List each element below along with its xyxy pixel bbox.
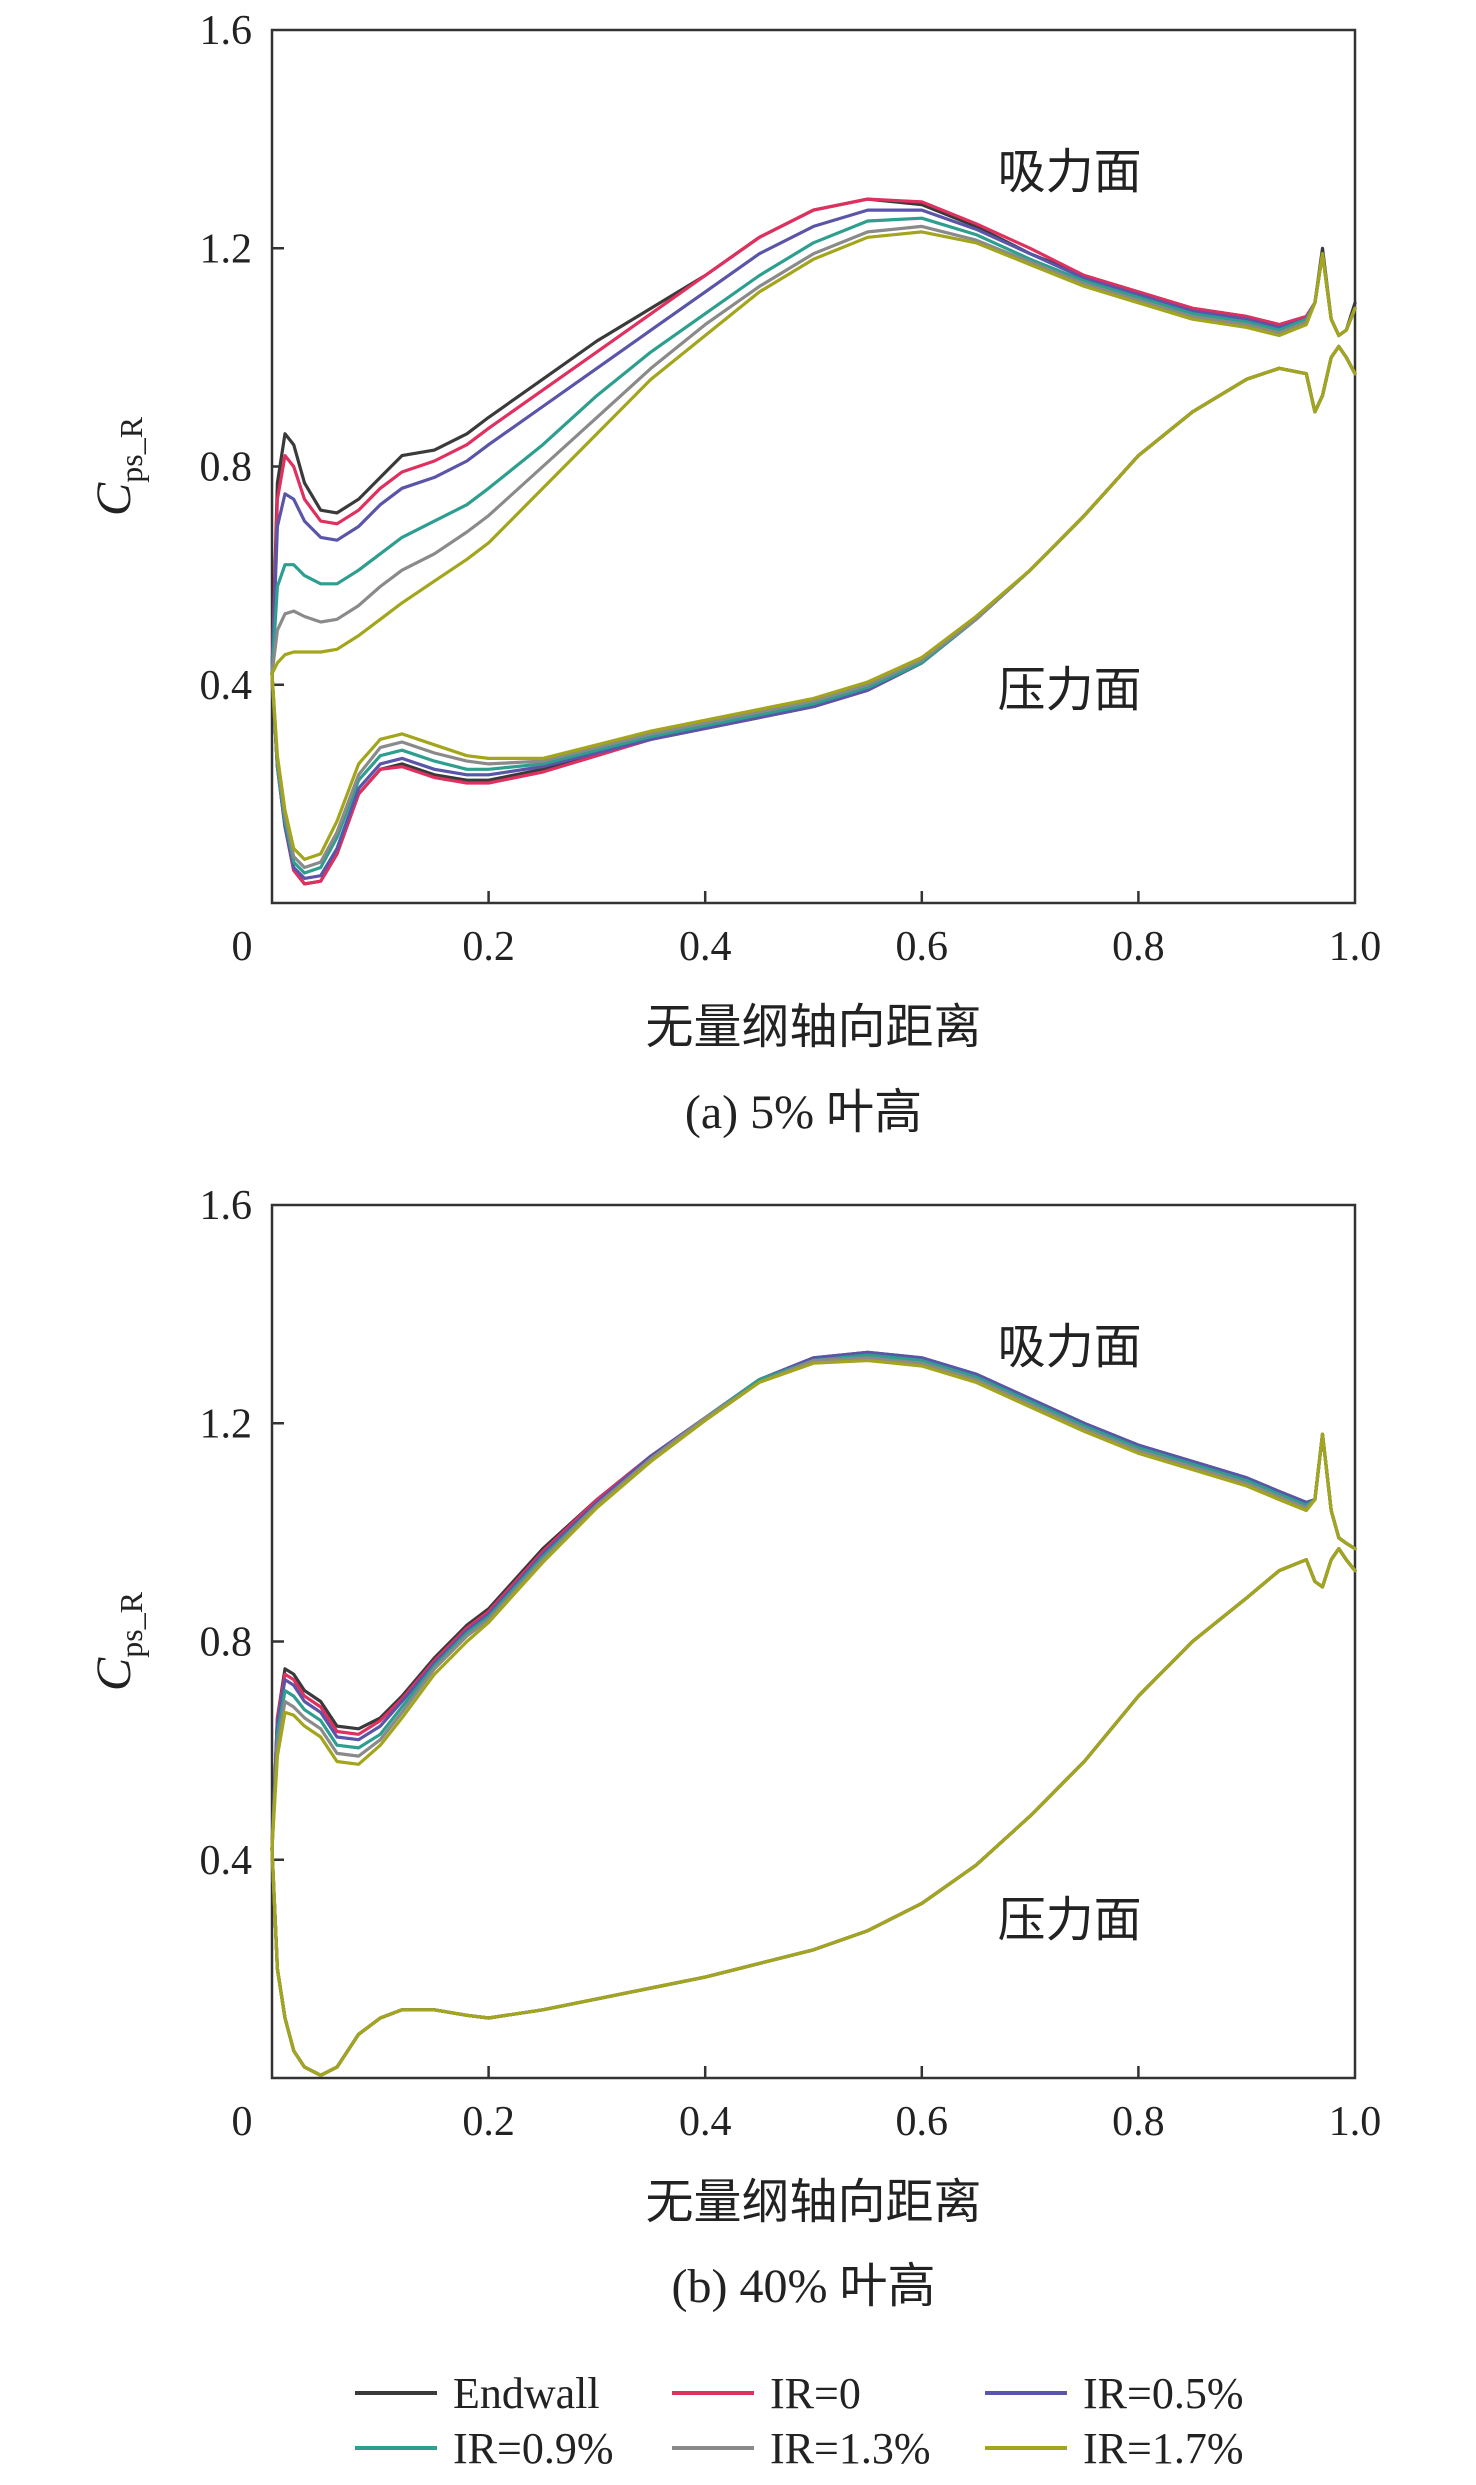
series-line-pressure-ir-0: [270, 1547, 1357, 2077]
series-line-suction-ir-0-5-: [270, 1350, 1357, 1851]
legend-item: IR=0.5%: [985, 2369, 1243, 2418]
annotation-label: 吸力面: [998, 1319, 1142, 1375]
series-line-suction-ir-1-7-: [270, 1358, 1357, 1851]
x-tick-label: 0.6: [896, 2099, 949, 2145]
series-line-suction-ir-1-3-: [270, 1356, 1357, 1851]
y-tick-label: 0.8: [200, 1620, 253, 1666]
y-tick-label: 0.4: [200, 663, 253, 709]
legend-item: IR=0.9%: [355, 2424, 613, 2473]
x-axis-label: 无量纲轴向距离: [645, 999, 981, 1055]
x-tick-label: 0.6: [896, 924, 949, 970]
x-axis-label: 无量纲轴向距离: [645, 2174, 981, 2230]
series-line-pressure-ir-0: [270, 344, 1357, 886]
series-line-pressure-ir-1-3-: [270, 1547, 1357, 2077]
y-tick-label: 1.2: [200, 226, 253, 272]
chart-panel-a: 0 0.2 0.4 0.6 0.8 1.0 0.4 0.8 1.2 1.6 无量纲轴向距离 Cps_R…: [85, 8, 1381, 1139]
annotation-label: 吸力面: [998, 144, 1142, 200]
chart-panel-b: 0 0.2 0.4 0.6 0.8 1.0 0.4 0.8 1.2 1.6 无量纲轴向距离 Cps_R…: [85, 1183, 1381, 2313]
series-line-pressure-endwall: [270, 1547, 1357, 2077]
x-tick-label: 1.0: [1329, 924, 1382, 970]
legend-label: Endwall: [453, 2369, 600, 2418]
series-line-pressure-ir-0-5-: [270, 344, 1357, 881]
x-tick-label: 0.2: [462, 2099, 515, 2145]
x-tick-label: 0: [232, 2099, 253, 2145]
legend-label: IR=0.9%: [453, 2424, 613, 2473]
series-line-pressure-ir-0-9-: [270, 344, 1357, 875]
series-line-suction-ir-0-9-: [270, 216, 1357, 676]
y-tick-label: 1.6: [200, 1183, 253, 1229]
panel-caption: (a) 5% 叶高: [685, 1086, 922, 1139]
series-line-pressure-ir-0-5-: [270, 1547, 1357, 2077]
series-line-pressure-endwall: [270, 344, 1357, 886]
series-line-suction-ir-0: [270, 1353, 1357, 1851]
annotation-label: 压力面: [998, 662, 1142, 718]
x-tick-label: 0.8: [1112, 2099, 1165, 2145]
x-tick-label: 0.4: [679, 2099, 732, 2145]
x-tick-label: 0.4: [679, 924, 732, 970]
y-axis-label: Cps_R: [85, 1591, 149, 1691]
series-line-suction-endwall: [270, 197, 1357, 676]
series-line-suction-ir-0-9-: [270, 1353, 1357, 1851]
y-tick-label: 0.8: [200, 445, 253, 491]
legend-label: IR=1.3%: [770, 2424, 930, 2473]
panel-caption: (b) 40% 叶高: [672, 2260, 936, 2313]
x-tick-label: 0: [232, 924, 253, 970]
x-tick-label: 1.0: [1329, 2099, 1382, 2145]
legend-item: IR=1.7%: [985, 2424, 1243, 2473]
series-line-pressure-ir-1-3-: [270, 344, 1357, 870]
series-line-pressure-ir-1-7-: [270, 344, 1357, 862]
legend-item: Endwall: [355, 2369, 600, 2418]
legend-item: IR=1.3%: [672, 2424, 930, 2473]
annotation-label: 压力面: [998, 1892, 1142, 1948]
y-tick-label: 0.4: [200, 1838, 253, 1884]
series-line-suction-ir-0-5-: [270, 208, 1357, 676]
x-tick-label: 0.8: [1112, 924, 1165, 970]
series-line-suction-ir-0: [270, 197, 1357, 676]
legend-label: IR=0.5%: [1083, 2369, 1243, 2418]
series-line-suction-ir-1-7-: [270, 230, 1357, 676]
y-tick-label: 1.2: [200, 1401, 253, 1447]
series-line-pressure-ir-1-7-: [270, 1547, 1357, 2077]
legend-label: IR=0: [770, 2369, 861, 2418]
y-tick-label: 1.6: [200, 8, 253, 54]
legend: Endwall IR=0 IR=0.5% IR=0.9% IR=1.3% IR=1.7%: [355, 2369, 1243, 2473]
series-line-pressure-ir-0-9-: [270, 1547, 1357, 2077]
legend-label: IR=1.7%: [1083, 2424, 1243, 2473]
y-axis-label: Cps_R: [85, 416, 149, 516]
x-tick-label: 0.2: [462, 924, 515, 970]
plot-frame: [270, 28, 1357, 905]
series-line-suction-endwall: [270, 1350, 1357, 1851]
legend-item: IR=0: [672, 2369, 861, 2418]
